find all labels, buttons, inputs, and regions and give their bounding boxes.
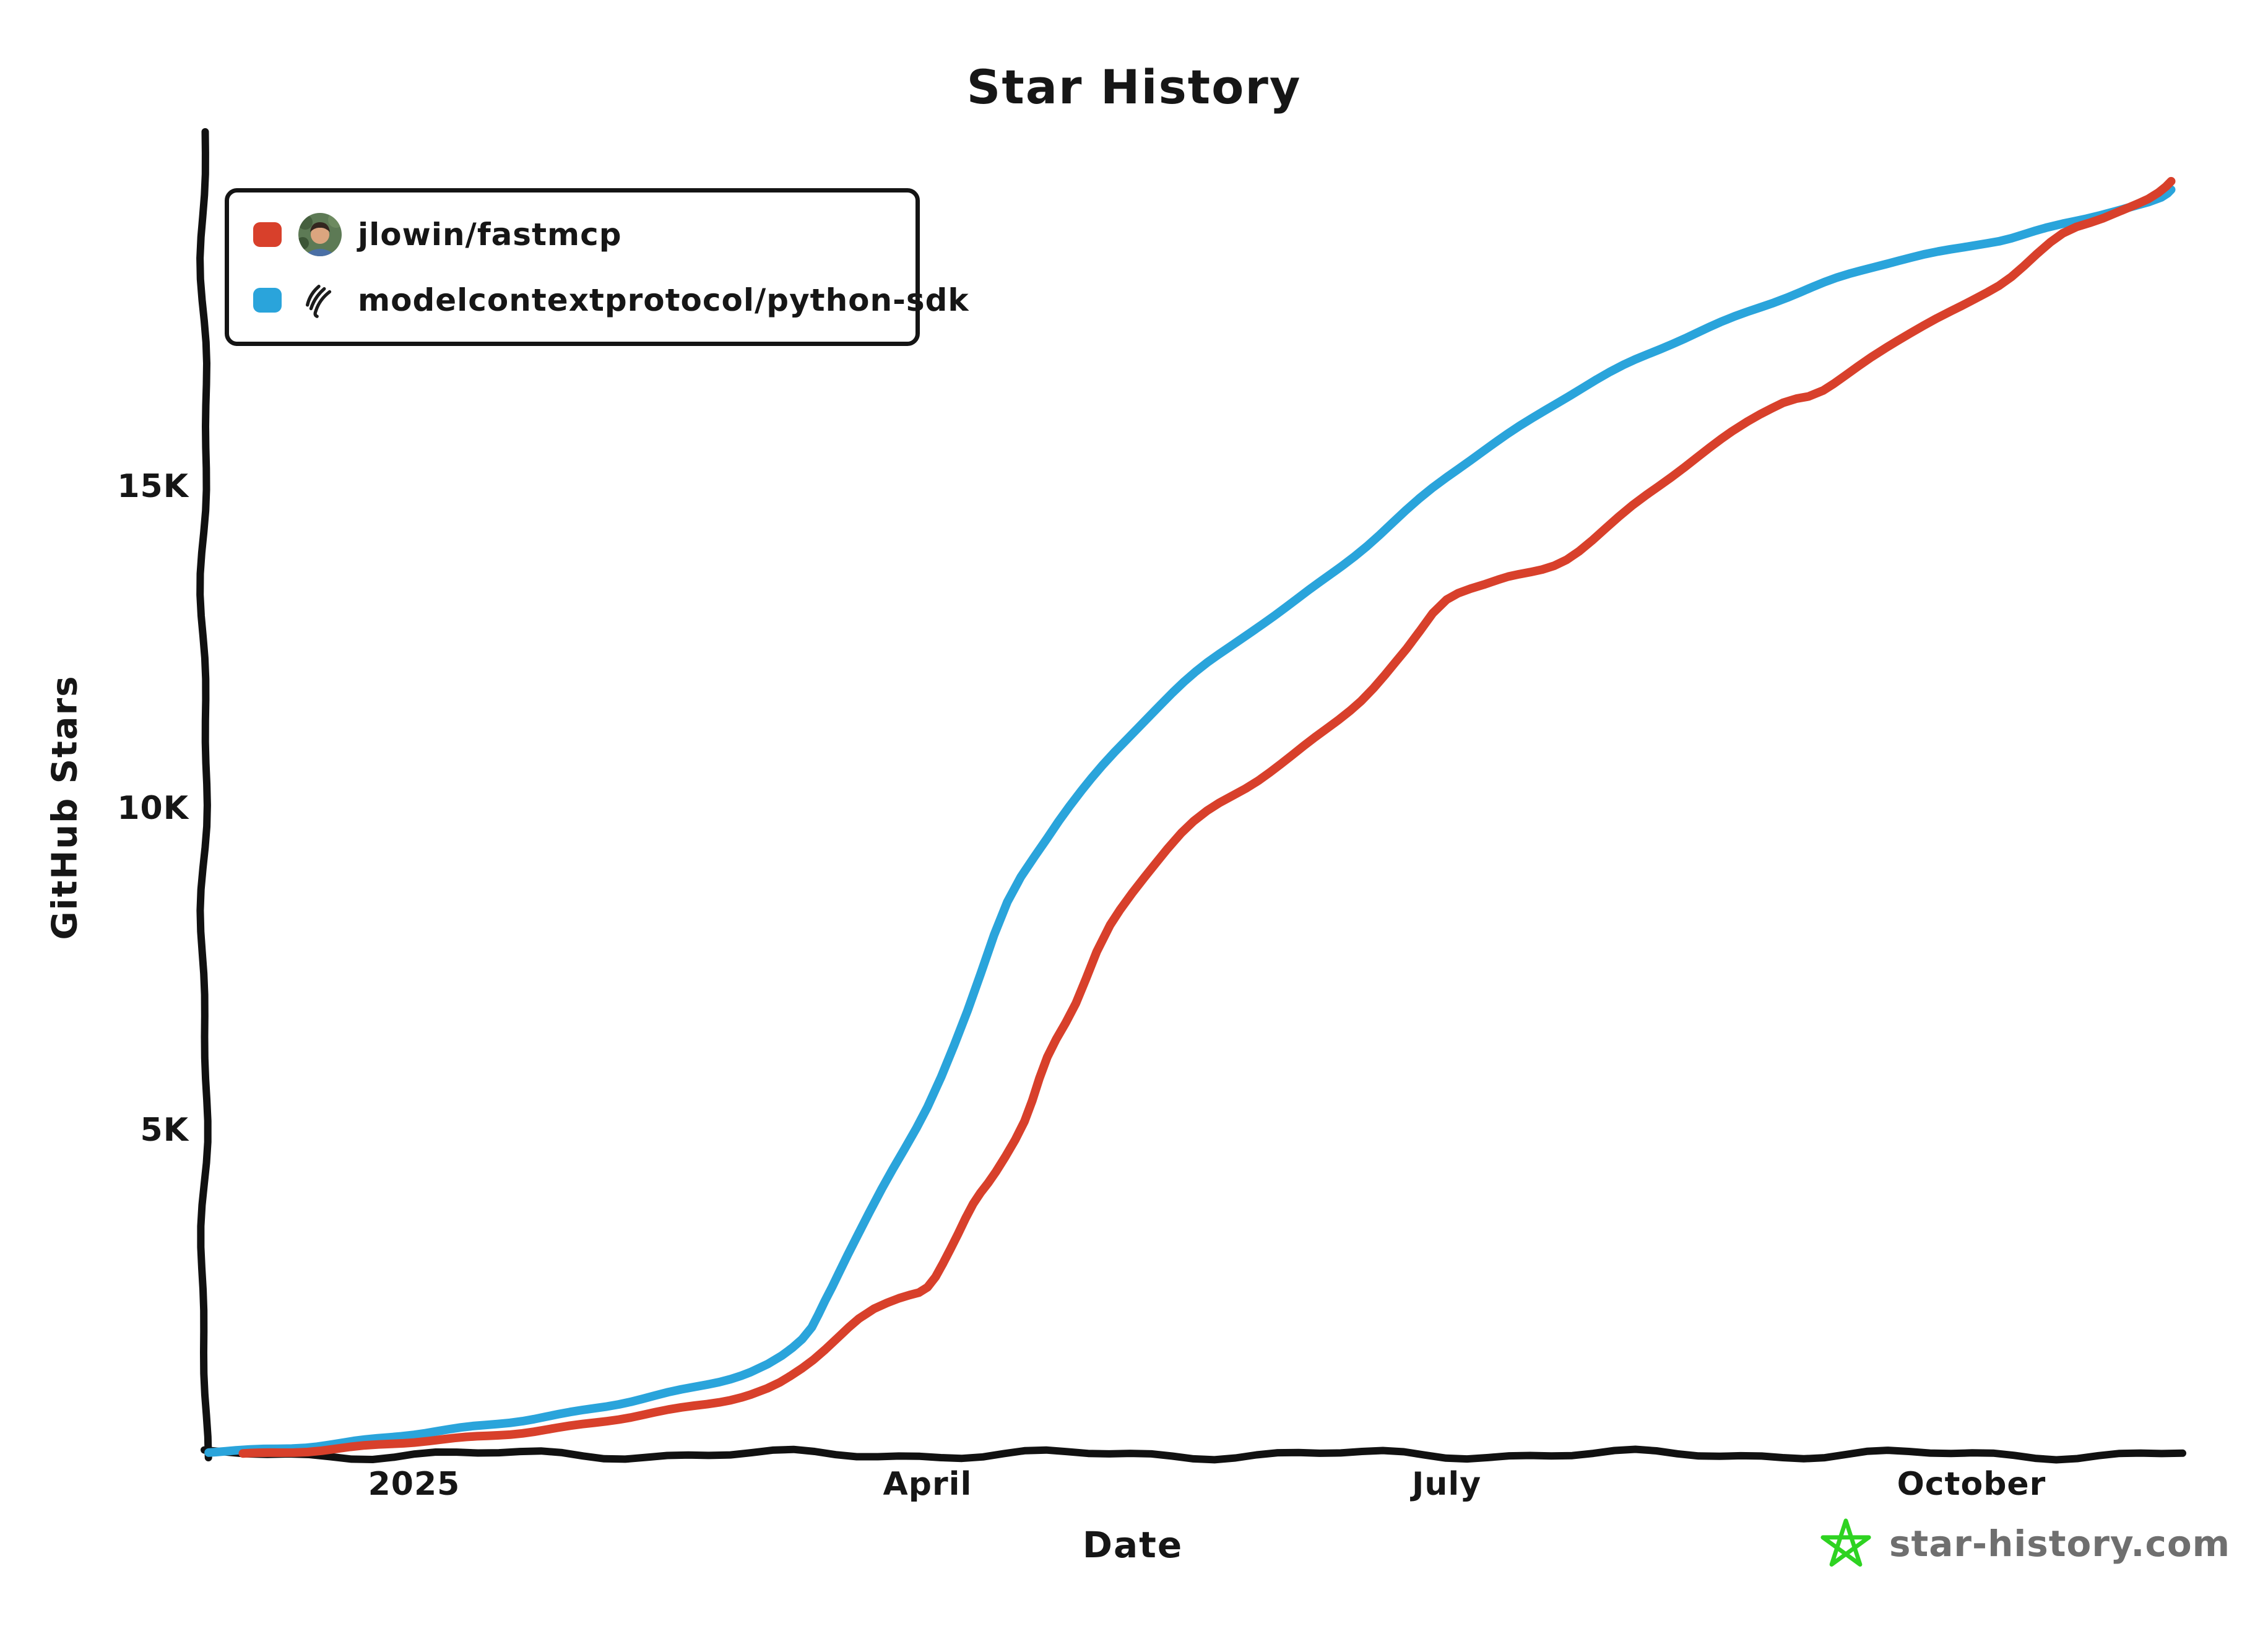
y-tick-label: 5K	[140, 1112, 189, 1149]
star-logo-icon	[1820, 1518, 1871, 1567]
jlowin-avatar	[297, 212, 343, 257]
mcp-logo-icon	[297, 277, 343, 323]
legend-item-fastmcp: jlowin/fastmcp	[253, 210, 915, 259]
legend-label-python-sdk: modelcontextprotocol/python-sdk	[358, 282, 969, 318]
chart-title: Star History	[966, 59, 1302, 115]
python-sdk-color-swatch	[253, 287, 282, 313]
y-tick-label: 15K	[117, 468, 189, 505]
x-tick-label: October	[1897, 1466, 2046, 1503]
brand-footer[interactable]: star-history.com	[1819, 1515, 2230, 1572]
x-axis-title: Date	[1082, 1524, 1184, 1566]
x-tick-label: April	[883, 1466, 972, 1503]
legend-item-python-sdk: modelcontextprotocol/python-sdk	[253, 275, 969, 325]
y-tick-label: 10K	[117, 790, 189, 827]
fastmcp-color-swatch	[253, 222, 282, 247]
brand-text: star-history.com	[1889, 1523, 2231, 1565]
x-tick-label: 2025	[368, 1466, 461, 1503]
legend: jlowin/fastmcp modelcontextprotocol/pyth…	[225, 188, 969, 346]
x-tick-label: July	[1412, 1466, 1482, 1503]
legend-label-fastmcp: jlowin/fastmcp	[358, 216, 622, 253]
